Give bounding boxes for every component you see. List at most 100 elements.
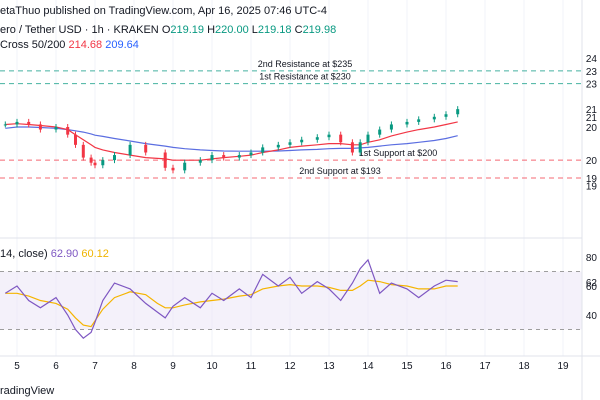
x-tick-label: 14 <box>362 361 374 372</box>
candle <box>456 109 460 115</box>
ma-slow-value: 209.64 <box>105 39 139 51</box>
x-tick-label: 19 <box>557 361 569 372</box>
rsi-ma-value: 60.12 <box>81 248 109 260</box>
candle <box>171 167 175 171</box>
level-label: 1st Support at $200 <box>359 148 438 158</box>
candle <box>327 134 331 138</box>
x-tick-label: 18 <box>518 361 530 372</box>
rsi-band <box>0 271 582 330</box>
rsi-y-label: 62 <box>586 278 598 289</box>
x-tick-label: 7 <box>92 361 98 372</box>
y-tick-label: 21 <box>586 105 598 116</box>
y-tick-label: 20 <box>586 123 598 134</box>
symbol-name: ero / Tether USD · 1h · KRAKEN <box>0 24 159 36</box>
candle <box>261 147 265 153</box>
high-label: H <box>207 24 216 36</box>
candle <box>300 139 304 143</box>
published-line: etaThuo published on TradingView.com, Ap… <box>0 5 327 17</box>
candle <box>417 119 421 122</box>
candle <box>222 155 226 158</box>
candle <box>38 124 42 130</box>
low-label: L <box>251 24 258 36</box>
ma-slow-line <box>5 126 458 152</box>
candle <box>315 137 319 140</box>
open-value: 219.19 <box>170 24 205 36</box>
rsi-label: 14, close) <box>0 248 48 260</box>
rsi-legend: 14, close) 62.90 60.12 <box>0 248 109 260</box>
candle <box>288 142 292 145</box>
y-tick-label: 19 <box>586 182 598 193</box>
candle <box>378 129 382 135</box>
ma-legend: Cross 50/200 214.68 209.64 <box>0 39 139 51</box>
candle <box>339 134 343 143</box>
low-value: 219.18 <box>257 24 292 36</box>
candle <box>101 160 105 166</box>
y-tick-label: 21 <box>586 113 598 124</box>
axes: 5 6 7 8 9 10 11 12 13 14 15 16 17 18 19242323212120201… <box>14 54 597 372</box>
level-label: 2nd Support at $193 <box>299 166 381 176</box>
candle <box>93 162 97 166</box>
level-label: 1st Resistance at $230 <box>259 72 351 82</box>
candle <box>81 144 85 158</box>
candle <box>249 152 253 156</box>
x-tick-label: 15 <box>401 361 413 372</box>
candle <box>237 155 241 158</box>
y-tick-label: 23 <box>586 80 598 91</box>
rsi-y-label: 60 <box>586 282 598 293</box>
candle <box>54 127 58 130</box>
price-series <box>3 106 460 174</box>
candle <box>74 134 77 145</box>
high-value: 220.00 <box>215 24 249 36</box>
candle <box>66 127 70 135</box>
candle <box>198 160 202 163</box>
candle <box>163 152 167 168</box>
candle <box>276 144 280 148</box>
tradingview-brand: radingView <box>0 385 55 397</box>
candle <box>27 121 31 125</box>
x-tick-label: 5 <box>14 361 20 372</box>
candle <box>89 157 93 163</box>
x-tick-label: 12 <box>284 361 296 372</box>
candle <box>128 144 132 156</box>
candle <box>389 124 393 130</box>
x-tick-label: 11 <box>246 361 257 372</box>
candle <box>350 142 354 153</box>
x-tick-label: 13 <box>323 361 335 372</box>
candle <box>405 121 409 125</box>
symbol-ohlc: ero / Tether USD · 1h · KRAKEN O219.19 H… <box>0 24 336 36</box>
support-resistance-levels: 2nd Resistance at $235 1st Resistance at … <box>0 59 582 179</box>
candle <box>183 162 187 171</box>
ma-fast-value: 214.68 <box>68 39 103 51</box>
x-tick-label: 9 <box>170 361 176 372</box>
y-tick-label: 20 <box>586 156 598 167</box>
x-tick-label: 16 <box>440 361 452 372</box>
y-tick-label: 19 <box>586 174 598 185</box>
x-tick-label: 10 <box>206 361 218 372</box>
level-label: 2nd Resistance at $235 <box>258 59 353 69</box>
candle <box>358 142 362 153</box>
candle <box>15 121 19 125</box>
candle <box>113 155 116 161</box>
close-label: C <box>294 24 303 36</box>
rsi-line <box>4 258 458 340</box>
candle <box>3 124 7 126</box>
candle <box>432 116 436 120</box>
candle <box>144 144 148 153</box>
open-label: O <box>161 24 171 36</box>
x-tick-label: 17 <box>479 361 491 372</box>
ma-label: Cross 50/200 <box>0 39 66 51</box>
candle <box>210 155 214 161</box>
rsi-value: 62.90 <box>50 248 79 260</box>
rsi-y-label: 40 <box>586 311 598 322</box>
y-tick-label: 24 <box>586 54 598 65</box>
rsi-ma-line <box>5 279 458 328</box>
x-tick-label: 8 <box>131 361 137 372</box>
rsi-y-label: 80 <box>586 253 598 264</box>
x-tick-label: 6 <box>53 361 59 372</box>
close-value: 219.98 <box>302 24 337 36</box>
rsi-pane <box>0 258 582 340</box>
candle <box>366 134 370 143</box>
candle <box>444 114 448 117</box>
y-tick-label: 23 <box>586 67 598 78</box>
